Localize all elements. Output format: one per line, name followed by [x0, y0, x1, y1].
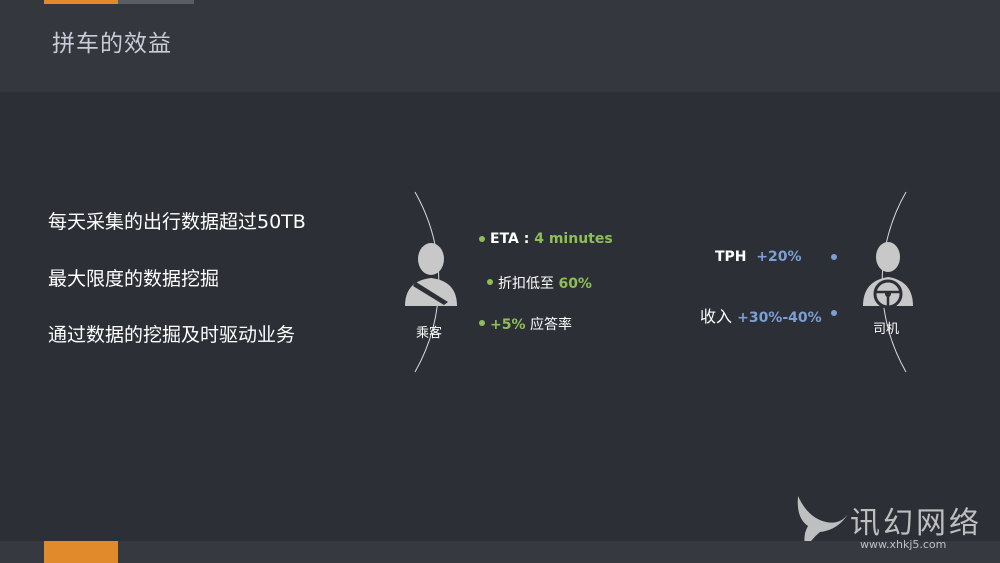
bullet-3: 通过数据的挖掘及时驱动业务 — [48, 324, 296, 346]
watermark-url: www.xhkj5.com — [860, 538, 947, 551]
header-bar — [0, 0, 1000, 92]
metric-prefix: TPH — [715, 249, 757, 265]
header-accent-orange — [44, 0, 118, 4]
passenger-person-icon — [405, 243, 457, 306]
footer-bar — [0, 541, 1000, 563]
driver-metric-dot-2 — [831, 310, 837, 316]
bullet-2: 最大限度的数据挖掘 — [48, 268, 220, 290]
metric-prefix: ETA : — [490, 231, 535, 247]
passenger-metric-dot-3 — [479, 320, 485, 326]
passenger-metric-discount: 折扣低至 60% — [498, 273, 592, 293]
metric-value: +20% — [756, 249, 802, 265]
metric-value: 4 minutes — [534, 231, 613, 247]
passenger-arc — [414, 191, 440, 373]
metric-suffix: 应答率 — [525, 317, 572, 333]
metric-value: 60% — [558, 276, 592, 292]
passenger-metric-dot-2 — [487, 279, 493, 285]
metric-prefix: 折扣低至 — [498, 276, 559, 292]
bullet-1: 每天采集的出行数据超过50TB — [48, 211, 306, 233]
watermark-text: 讯幻网络 — [850, 506, 982, 541]
metric-prefix: 收入 — [700, 307, 738, 326]
driver-label: 司机 — [873, 322, 900, 337]
driver-arc — [881, 191, 907, 373]
footer-accent-orange — [44, 541, 118, 563]
passenger-label: 乘客 — [416, 326, 443, 341]
metric-value: +5% — [490, 317, 526, 333]
metric-value: +30%-40% — [737, 310, 822, 326]
driver-metric-income: 收入 +30%-40% — [700, 303, 822, 327]
driver-metric-tph: TPH +20% — [715, 249, 802, 265]
passenger-metric-dot-1 — [479, 236, 485, 242]
driver-metric-dot-1 — [831, 254, 837, 260]
driver-steering-wheel-icon — [863, 242, 913, 309]
passenger-metric-eta: ETA : 4 minutes — [490, 231, 613, 247]
passenger-metric-response: +5% 应答率 — [490, 314, 572, 334]
page-title: 拼车的效益 — [52, 31, 172, 57]
header-accent-gray — [118, 0, 194, 4]
